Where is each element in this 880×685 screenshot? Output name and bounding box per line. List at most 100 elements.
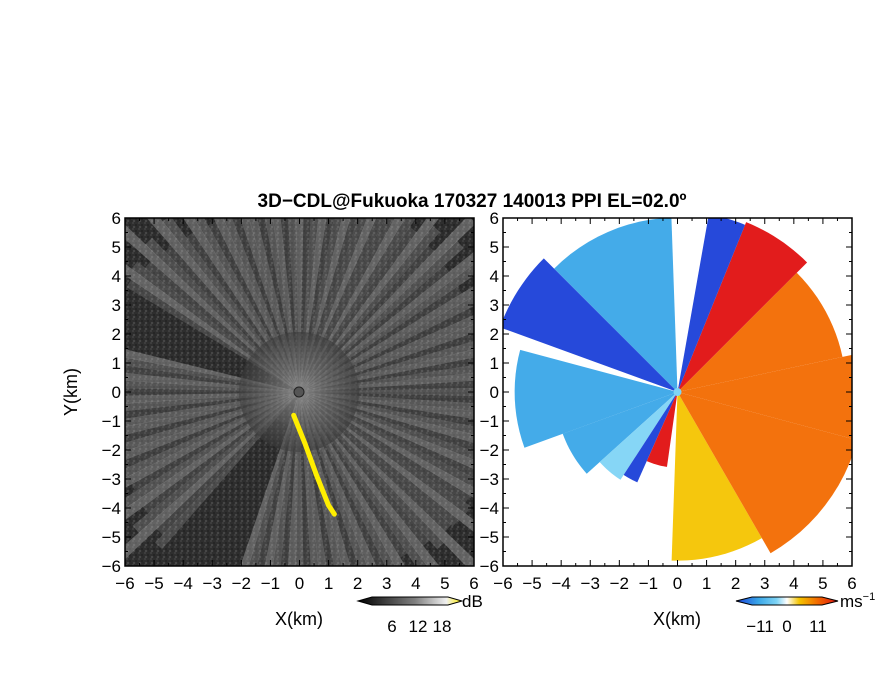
reflectivity-ray: [125, 392, 300, 488]
reflectivity-ray: [193, 218, 300, 392]
velocity-sector: [562, 392, 678, 474]
velocity-unit-exponent: −1: [863, 591, 876, 603]
reflectivity-ray: [299, 388, 474, 396]
reflectivity-ray: [299, 392, 440, 566]
reflectivity-ray: [299, 218, 474, 392]
x-tick-label: −5: [522, 574, 541, 593]
velocity-unit-base: ms: [840, 592, 863, 611]
reflectivity-ray: [299, 218, 440, 392]
y-tick-label: −1: [480, 412, 499, 431]
reflectivity-ray: [125, 392, 300, 412]
x-tick-label: −2: [232, 574, 251, 593]
x-tick-label: 2: [353, 574, 362, 593]
velocity-sector: [503, 258, 678, 392]
y-tick-label: −3: [102, 470, 121, 489]
reflectivity-ray: [299, 392, 359, 566]
x-tick-label: 4: [411, 574, 420, 593]
velocity-sector: [554, 218, 678, 392]
figure-title: 3D−CDL@Fukuoka 170327 140013 PPI EL=02.0…: [258, 191, 687, 212]
velocity-sector: [677, 218, 746, 392]
velocity-sector: [646, 392, 678, 467]
x-tick-label: 2: [731, 574, 740, 593]
x-tick-label: −6: [493, 574, 512, 593]
reflectivity-x-label: X(km): [275, 609, 323, 629]
x-tick-label: 5: [440, 574, 449, 593]
reflectivity-colorbar-ticks: 6 12 18: [387, 617, 451, 636]
clutter-trace: [291, 412, 337, 517]
reflectivity-ray: [256, 392, 300, 566]
reflectivity-ray: [125, 380, 300, 392]
y-tick-label: 0: [112, 383, 121, 402]
reflectivity-ray: [264, 218, 300, 392]
x-tick-label: 1: [702, 574, 711, 593]
reflectivity-ray: [299, 392, 474, 566]
velocity-center: [673, 388, 682, 396]
y-tick-label: 3: [112, 296, 121, 315]
y-tick-label: 3: [490, 296, 499, 315]
reflectivity-ray: [125, 392, 300, 420]
reflectivity-ray: [248, 392, 300, 566]
velocity-panel: −6 −5 −4 −3 −2 −1 0 1 2 3 4 5 6 −6 −5 −4 −3 −2 −1 0 1 2 3 4 5 6 X…: [480, 209, 876, 636]
y-tick-label: −5: [102, 528, 121, 547]
y-tick-label: −1: [102, 412, 121, 431]
velocity-sectors: [503, 218, 852, 561]
y-tick-label: 1: [490, 354, 499, 373]
reflectivity-colorbar-bar: [356, 596, 464, 606]
velocity-sector: [671, 392, 762, 561]
velocity-sector: [677, 354, 852, 439]
reflectivity-colorbar: dB 6 12 18: [356, 592, 483, 636]
reflectivity-ray: [299, 392, 474, 435]
x-tick-label: −3: [203, 574, 222, 593]
reflectivity-axes: −6 −5 −4 −3 −2 −1 0 1 2 3 4 5 6 −6 −5 −4 −3 −2 −1 0 1 2 3 4 5 6: [102, 209, 479, 593]
velocity-colorbar-bar: [735, 596, 839, 606]
x-tick-label: 6: [847, 574, 856, 593]
reflectivity-y-label: Y(km): [61, 368, 81, 416]
y-tick-label: 5: [490, 238, 499, 257]
y-tick-label: 1: [112, 354, 121, 373]
reflectivity-colorbar-unit: dB: [462, 592, 483, 611]
velocity-x-label: X(km): [653, 609, 701, 629]
x-tick-label: 4: [789, 574, 798, 593]
x-tick-label: 0: [295, 574, 304, 593]
velocity-colorbar-tick: 0: [782, 617, 791, 636]
reflectivity-ray: [125, 372, 300, 392]
velocity-sector: [514, 349, 678, 448]
x-tick-label: 3: [760, 574, 769, 593]
velocity-sector: [677, 392, 852, 554]
y-tick-label: 6: [112, 209, 121, 228]
velocity-colorbar: ms−1 −11 0 11: [735, 591, 875, 636]
reflectivity-ray: [299, 218, 335, 392]
x-tick-label: −1: [261, 574, 280, 593]
reflectivity-ray: [125, 392, 300, 560]
radar-site-marker: [293, 386, 305, 398]
reflectivity-ray: [256, 218, 300, 392]
velocity-sector: [623, 392, 678, 483]
velocity-sector: [677, 222, 808, 392]
reflectivity-ray: [125, 388, 300, 396]
x-tick-label: −1: [639, 574, 658, 593]
reflectivity-ray: [299, 392, 406, 566]
reflectivity-ray: [264, 392, 300, 566]
reflectivity-ray: [146, 218, 300, 392]
reflectivity-ray: [299, 392, 474, 452]
x-tick-label: 6: [469, 574, 478, 593]
reflectivity-colorbar-tick: 12: [409, 617, 428, 636]
velocity-colorbar-tick: −11: [746, 617, 774, 636]
reflectivity-ray: [272, 218, 300, 392]
x-tick-label: 0: [673, 574, 682, 593]
reflectivity-ray: [299, 218, 327, 392]
y-tick-label: 5: [112, 238, 121, 257]
velocity-colorbar-unit: ms−1: [840, 591, 875, 611]
y-tick-label: 2: [490, 325, 499, 344]
x-tick-label: 1: [324, 574, 333, 593]
reflectivity-ray: [299, 218, 359, 392]
x-tick-label: −4: [173, 574, 192, 593]
x-tick-label: −4: [551, 574, 570, 593]
reflectivity-ray: [287, 392, 300, 566]
reflectivity-ray: [299, 218, 396, 392]
y-tick-label: −6: [480, 557, 499, 576]
reflectivity-ray: [299, 218, 343, 392]
reflectivity-ray: [299, 392, 312, 566]
y-tick-label: −2: [102, 441, 121, 460]
